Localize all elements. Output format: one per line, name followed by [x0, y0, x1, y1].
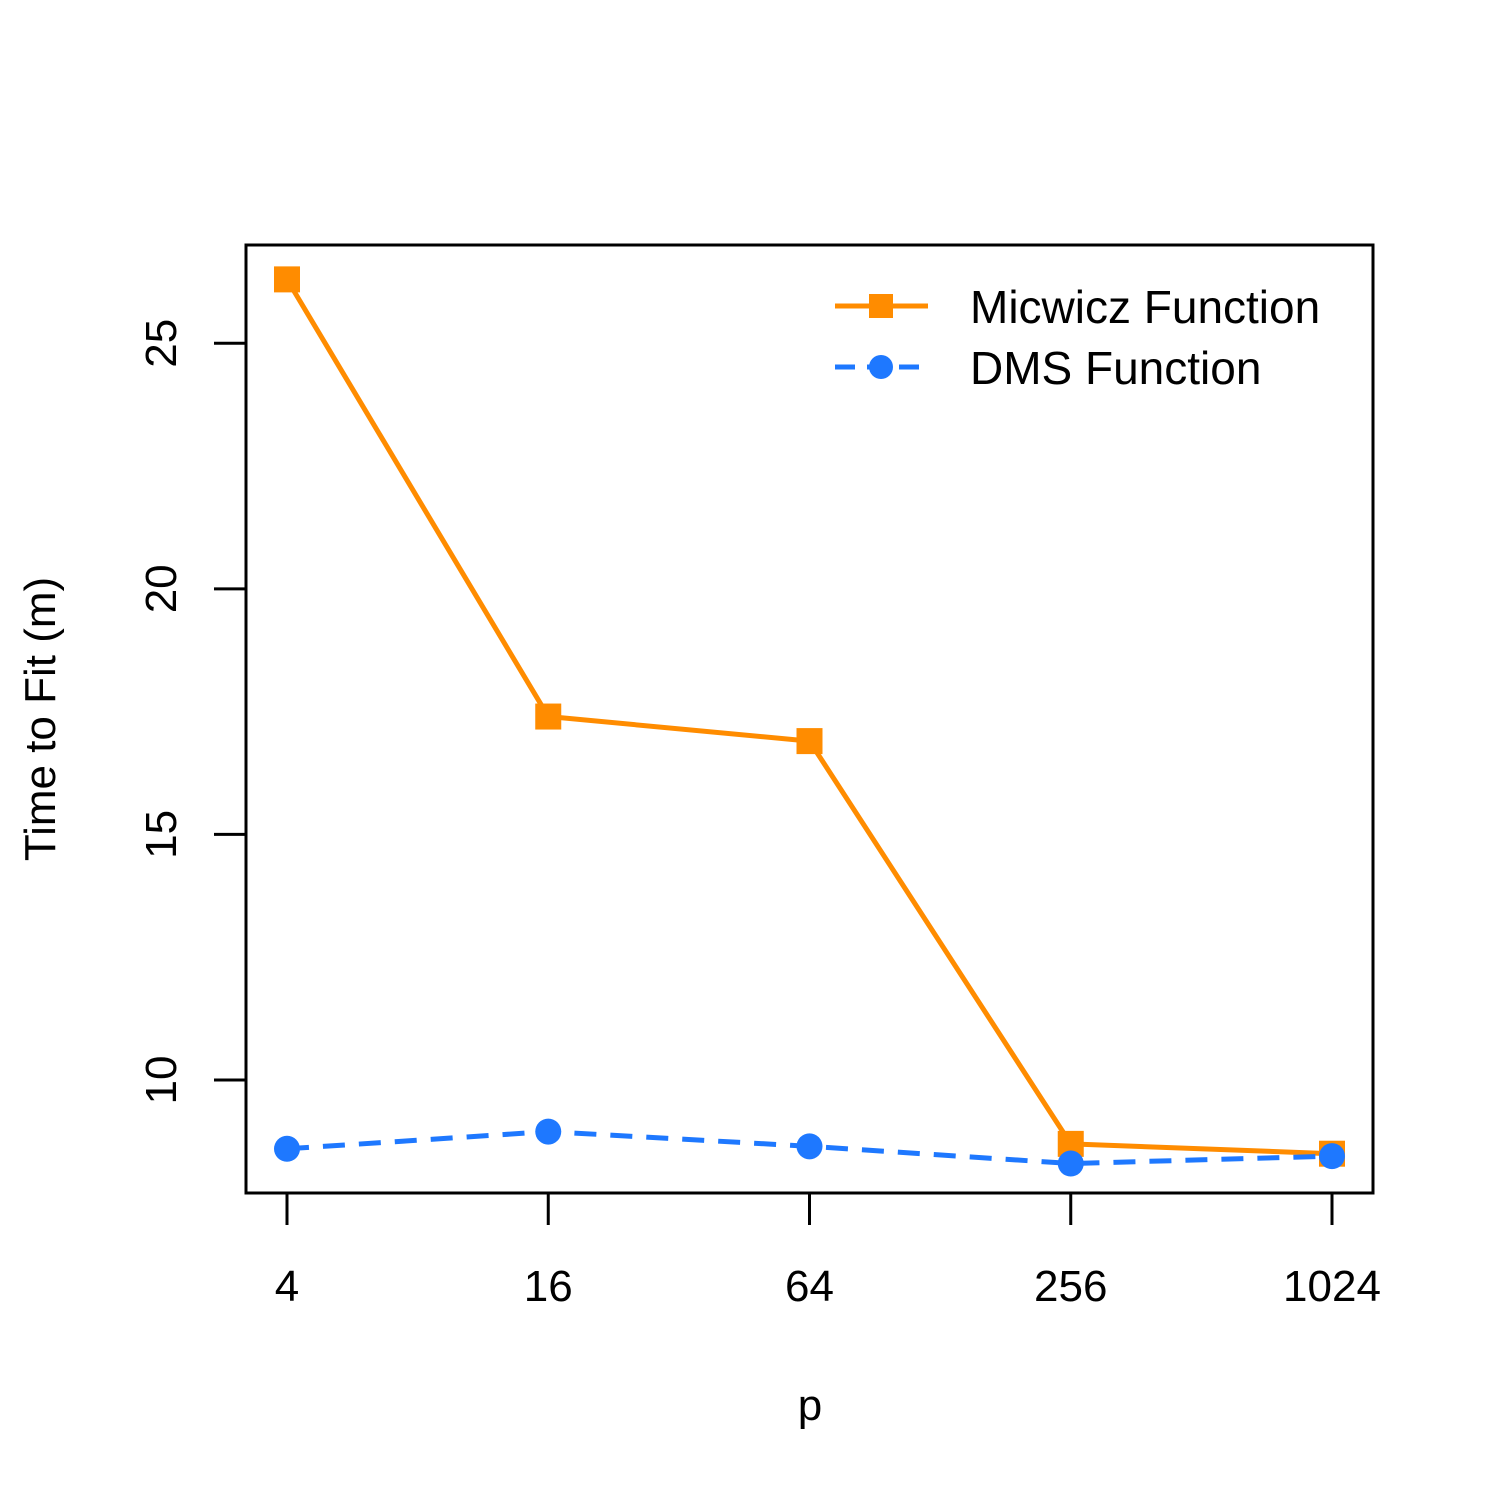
data-point-square	[796, 728, 823, 755]
y-tick-label: 15	[137, 810, 186, 859]
data-point-circle	[1319, 1143, 1345, 1170]
y-axis: 10 15 20 25	[137, 319, 248, 1105]
x-tick-label: 1024	[1283, 1262, 1381, 1311]
legend-swatch-marker-micwicz	[869, 294, 893, 318]
legend-label-dms: DMS Function	[970, 342, 1261, 394]
data-point-circle	[1057, 1150, 1084, 1177]
x-tick-label: 4	[275, 1262, 299, 1311]
y-tick-label: 20	[137, 564, 186, 613]
series-line-1	[284, 278, 1333, 1157]
y-tick-label: 25	[137, 319, 186, 368]
data-point-circle	[535, 1118, 562, 1145]
data-point-circle	[274, 1135, 300, 1162]
data-point-square	[274, 266, 300, 293]
x-tick-label: 64	[785, 1262, 834, 1311]
legend-swatch-marker-dms	[869, 355, 893, 379]
x-tick-label: 256	[1034, 1262, 1107, 1311]
data-point-circle	[796, 1133, 823, 1160]
legend-label-micwicz: Micwicz Function	[970, 281, 1320, 333]
x-axis-title: p	[798, 1381, 822, 1430]
y-tick-label: 10	[137, 1056, 186, 1105]
legend: Micwicz Function DMS Function	[835, 281, 1320, 394]
series-layer	[274, 266, 1345, 1177]
y-axis-title: Time to Fit (m)	[16, 577, 65, 861]
data-point-square	[535, 703, 562, 730]
x-tick-label: 16	[524, 1262, 573, 1311]
x-axis: 4 16 64 256 1024	[275, 1191, 1381, 1311]
